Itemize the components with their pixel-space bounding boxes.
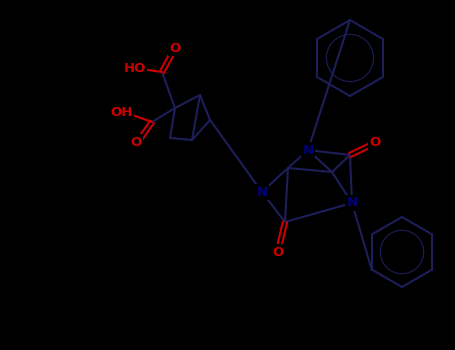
- Text: O: O: [369, 136, 381, 149]
- Text: O: O: [131, 135, 142, 148]
- Text: N: N: [346, 196, 358, 210]
- Text: OH: OH: [111, 105, 133, 119]
- Text: O: O: [273, 245, 283, 259]
- Text: N: N: [303, 144, 313, 156]
- Text: N: N: [257, 186, 268, 198]
- Text: O: O: [169, 42, 181, 55]
- Text: HO: HO: [124, 62, 146, 75]
